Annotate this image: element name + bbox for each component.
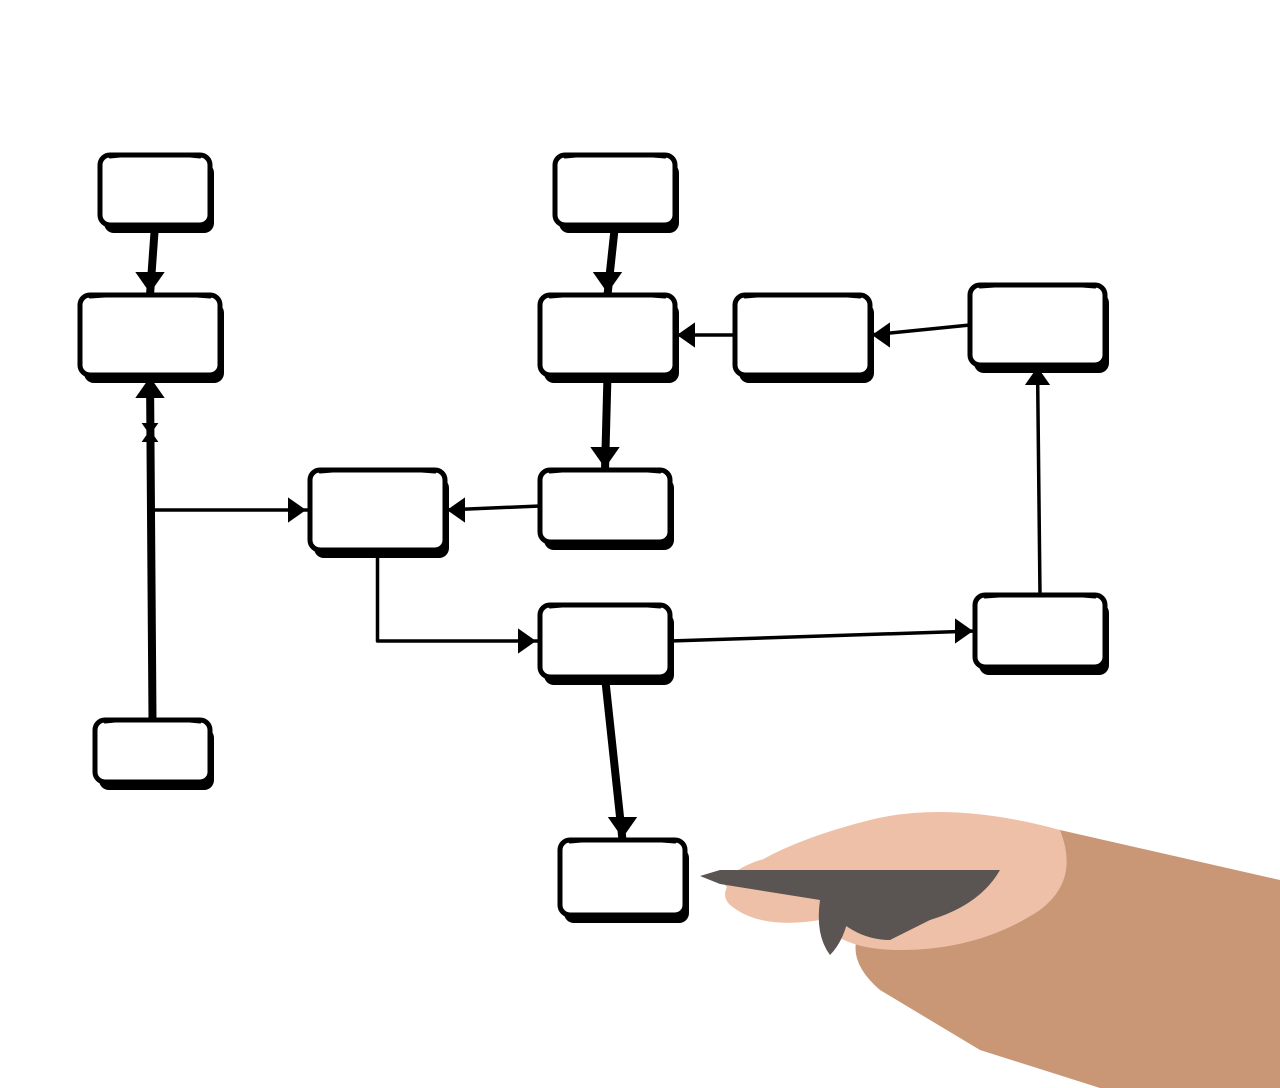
edge xyxy=(605,677,623,840)
flowchart-node xyxy=(540,605,674,686)
flowchart-node xyxy=(735,295,874,384)
arrow-head xyxy=(135,272,164,293)
arrow-head xyxy=(590,447,619,468)
arrow-head xyxy=(447,497,465,522)
node-box xyxy=(975,595,1105,667)
flowchart-node xyxy=(555,155,679,234)
flowchart-node xyxy=(560,840,689,924)
nodes-layer xyxy=(80,155,1109,924)
arrow-head xyxy=(872,322,890,347)
arrow-head xyxy=(608,817,637,838)
flowchart-node xyxy=(80,295,224,384)
node-box xyxy=(100,155,210,225)
flowchart-node xyxy=(100,155,214,234)
arrow-head xyxy=(955,618,973,643)
node-box xyxy=(540,470,670,542)
flowchart-node xyxy=(310,470,449,559)
arrow-head xyxy=(677,322,695,347)
node-box xyxy=(310,470,445,550)
arrow-head xyxy=(518,628,536,653)
arrow-head xyxy=(593,272,622,293)
flowchart-canvas xyxy=(0,0,1280,1088)
node-box xyxy=(970,285,1105,365)
arrow-head xyxy=(288,497,306,522)
edge xyxy=(150,375,310,510)
edge xyxy=(378,550,541,641)
flowchart-node xyxy=(970,285,1109,374)
flowchart-node xyxy=(540,470,674,551)
node-box xyxy=(540,605,670,677)
arrow-head xyxy=(142,430,159,442)
flowchart-node xyxy=(975,595,1109,676)
edge xyxy=(670,631,975,641)
drawing-hand xyxy=(700,812,1280,1088)
flowchart-node xyxy=(95,720,214,791)
node-box xyxy=(540,295,675,375)
node-box xyxy=(560,840,685,915)
edge xyxy=(1038,365,1041,595)
node-box xyxy=(555,155,675,225)
node-box xyxy=(95,720,210,782)
flowchart-node xyxy=(540,295,679,384)
node-box xyxy=(80,295,220,375)
node-box xyxy=(735,295,870,375)
